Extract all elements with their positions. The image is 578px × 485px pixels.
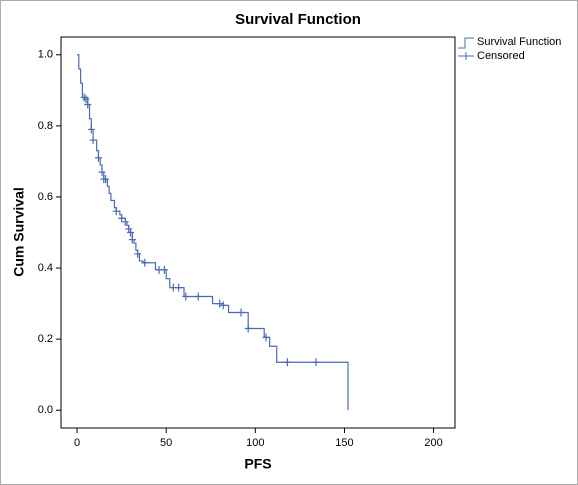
censored-mark bbox=[84, 100, 92, 109]
y-tick-label: 0.8 bbox=[38, 120, 53, 132]
plot-area bbox=[60, 36, 456, 429]
chart-title: Survival Function bbox=[235, 11, 361, 28]
censored-mark bbox=[160, 265, 168, 274]
censored-mark bbox=[94, 153, 102, 162]
legend-label: Censored bbox=[477, 50, 525, 62]
censored-mark bbox=[128, 235, 136, 244]
censored-mark bbox=[87, 125, 95, 134]
y-tick-label: 1.0 bbox=[38, 49, 53, 61]
censored-mark bbox=[82, 95, 90, 104]
y-tick-label: 0.0 bbox=[38, 404, 53, 416]
censored-mark bbox=[237, 308, 245, 317]
y-tick-label: 0.6 bbox=[38, 191, 53, 203]
x-tick-label: 50 bbox=[160, 437, 172, 449]
y-tick-label: 0.2 bbox=[38, 333, 53, 345]
censored-mark bbox=[134, 249, 142, 258]
x-tick-label: 100 bbox=[246, 437, 264, 449]
censored-mark bbox=[102, 175, 110, 184]
legend-symbol bbox=[458, 37, 474, 49]
y-axis-label: Cum Survival bbox=[11, 187, 27, 276]
censored-mark bbox=[194, 292, 202, 301]
censored-mark bbox=[262, 333, 270, 342]
y-tick-label: 0.4 bbox=[38, 262, 53, 274]
legend-label: Survival Function bbox=[477, 36, 561, 48]
censored-mark bbox=[216, 299, 224, 308]
censored-mark bbox=[127, 228, 135, 237]
censored-mark bbox=[118, 214, 126, 223]
censored-mark bbox=[175, 283, 183, 292]
censored-mark bbox=[112, 207, 120, 216]
censored-mark bbox=[141, 258, 149, 267]
censored-mark bbox=[312, 358, 320, 367]
censored-mark bbox=[121, 217, 129, 226]
x-tick-label: 0 bbox=[74, 437, 80, 449]
x-tick-label: 150 bbox=[335, 437, 353, 449]
x-axis-label: PFS bbox=[244, 456, 271, 472]
x-tick-label: 200 bbox=[424, 437, 442, 449]
censored-mark bbox=[283, 358, 291, 367]
legend-symbol bbox=[458, 52, 474, 60]
censored-mark bbox=[244, 324, 252, 333]
censored-mark bbox=[182, 292, 190, 301]
censored-mark bbox=[98, 168, 106, 177]
censored-mark bbox=[219, 301, 227, 310]
censored-mark bbox=[89, 136, 97, 145]
